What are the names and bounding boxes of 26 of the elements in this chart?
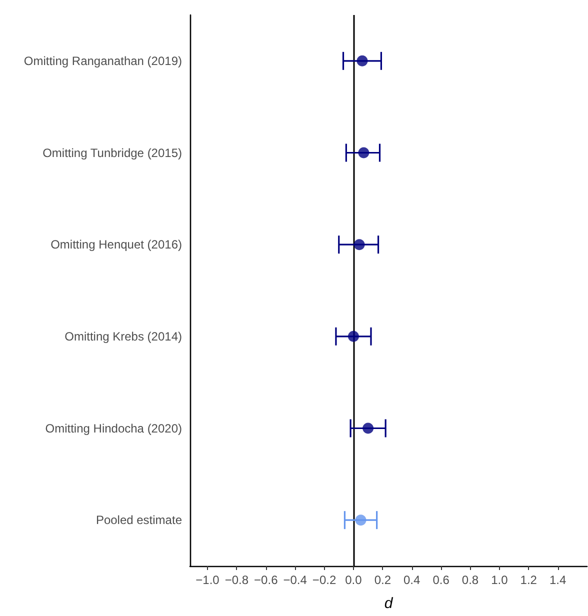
point [356, 55, 368, 66]
point [355, 514, 366, 526]
x-tick-label: −1.0 [196, 573, 220, 587]
y-tick-label: Omitting Krebs (2014) [64, 329, 182, 344]
point [348, 330, 359, 342]
x-tick-label: 0.6 [432, 573, 450, 587]
x-tick-label: 0.0 [345, 573, 362, 587]
x-tick-label: −0.2 [312, 573, 336, 587]
x-tick-label: 0.8 [462, 573, 479, 587]
y-tick-label: Omitting Ranganathan (2019) [24, 54, 182, 68]
y-tick-label: Omitting Tunbridge (2015) [42, 146, 182, 160]
x-tick-label: −0.8 [224, 573, 249, 587]
x-tick-label: 1.0 [491, 573, 508, 587]
point [358, 147, 370, 158]
y-tick-label: Omitting Hindocha (2020) [45, 421, 182, 436]
point [362, 422, 374, 434]
point [354, 239, 365, 250]
x-tick-label: −0.4 [283, 573, 308, 587]
x-tick-label: −0.6 [254, 573, 278, 587]
y-tick-label: Omitting Henquet (2016) [50, 238, 182, 252]
x-tick-label: 1.2 [520, 573, 538, 587]
x-axis-title: d [384, 595, 394, 612]
y-tick-label: Pooled estimate [96, 513, 182, 528]
x-tick-label: 1.4 [549, 573, 566, 587]
x-tick-label: 0.4 [404, 573, 421, 587]
x-tick-label: 0.2 [374, 573, 392, 587]
